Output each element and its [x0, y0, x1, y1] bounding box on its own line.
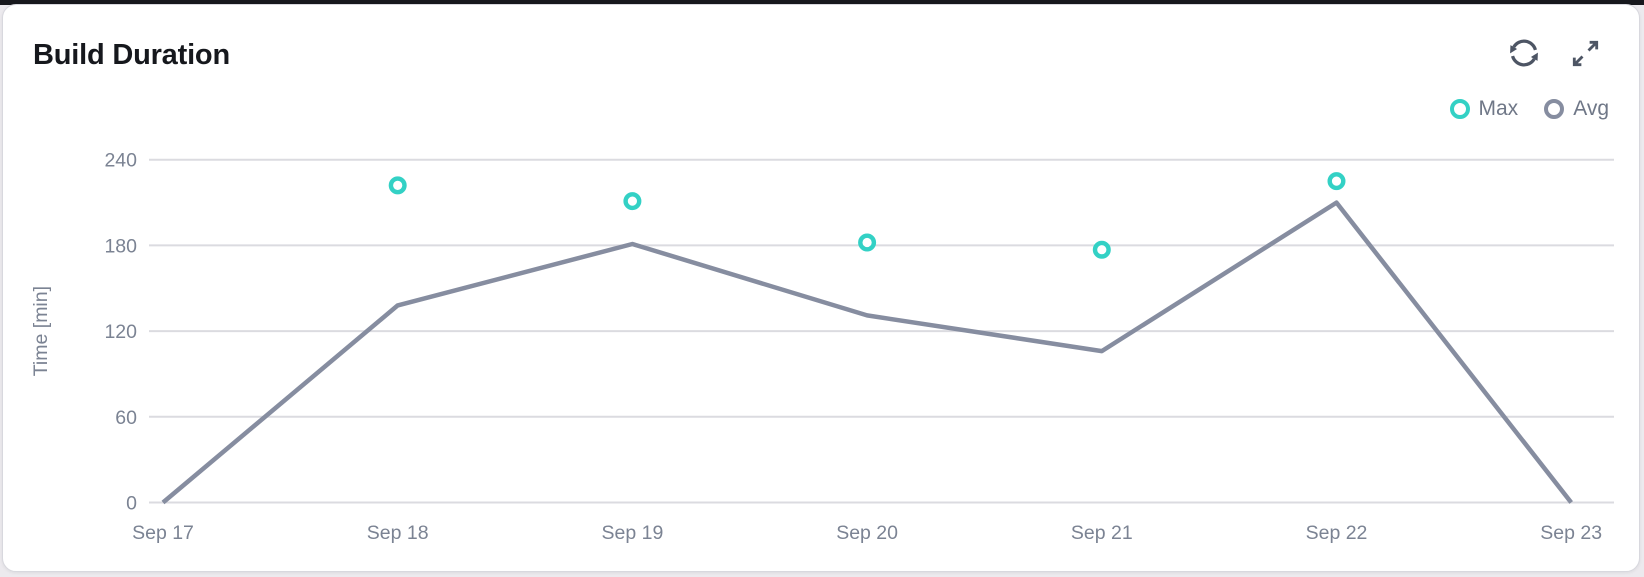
max-data-point[interactable] — [858, 233, 877, 252]
x-tick-label: Sep 21 — [1071, 522, 1133, 544]
x-tick-label: Sep 18 — [367, 522, 429, 544]
x-tick-label: Sep 20 — [836, 522, 898, 544]
y-tick-label: 180 — [104, 235, 137, 257]
legend-label-avg: Avg — [1573, 97, 1609, 120]
expand-arrows-icon — [1572, 40, 1599, 66]
y-tick-label: 240 — [104, 150, 137, 172]
max-data-point[interactable] — [1092, 240, 1111, 259]
refresh-button[interactable] — [1502, 31, 1546, 75]
legend-label-max: Max — [1478, 97, 1519, 120]
y-tick-label: 120 — [104, 321, 137, 343]
legend-item-avg[interactable]: Avg — [1544, 97, 1609, 121]
legend-item-max[interactable]: Max — [1449, 97, 1519, 121]
chart-toolbar — [1502, 31, 1603, 75]
max-data-point[interactable] — [1327, 172, 1346, 191]
build-duration-card: Build Duration — [2, 4, 1640, 572]
x-tick-label: Sep 22 — [1306, 522, 1368, 544]
y-tick-label: 0 — [126, 493, 137, 515]
max-series-marker-icon — [1449, 99, 1470, 119]
avg-line-series[interactable] — [161, 200, 1573, 505]
x-tick-label: Sep 17 — [132, 522, 194, 544]
y-tick-label: 60 — [115, 407, 137, 429]
top-strip — [0, 0, 1644, 5]
x-tick-label: Sep 19 — [601, 522, 663, 544]
refresh-icon — [1510, 39, 1540, 67]
chart-legend: Max Avg — [1449, 97, 1609, 121]
max-data-point[interactable] — [388, 176, 407, 195]
x-tick-label: Sep 23 — [1540, 522, 1602, 544]
avg-series-marker-icon — [1544, 99, 1565, 119]
chart-title: Build Duration — [33, 39, 230, 71]
y-axis-title: Time [min] — [30, 286, 52, 376]
expand-button[interactable] — [1568, 36, 1603, 71]
max-data-point[interactable] — [623, 192, 642, 211]
